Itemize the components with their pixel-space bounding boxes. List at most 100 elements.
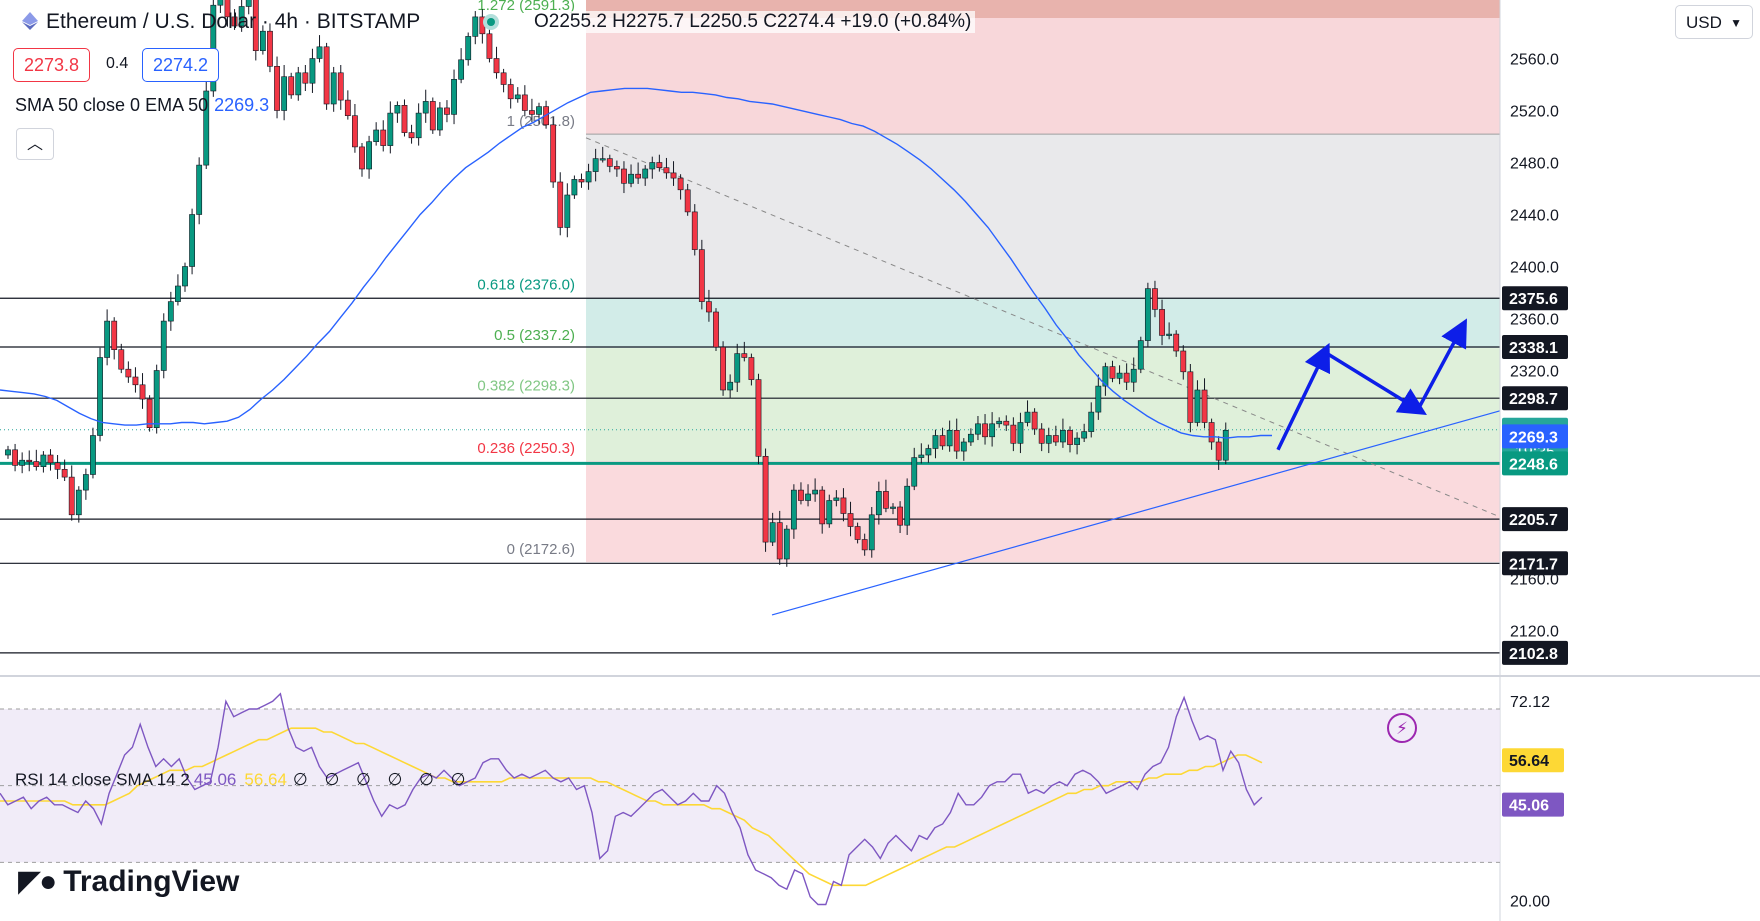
candle-body [967,433,974,443]
candle-body [444,107,450,115]
candle-body [231,16,238,27]
dashed-trendline [585,137,1499,517]
candle-body [1081,431,1088,439]
candle-body [592,158,599,172]
candle-body [118,349,125,370]
candle-body [727,381,734,391]
candle-body [139,384,146,400]
price-tag-label: 2375.6 [1509,291,1558,308]
currency-select[interactable]: USD ▼ [1675,5,1753,39]
candle-body [267,30,273,67]
candle-body [245,0,252,7]
candle-body [68,476,75,516]
candle-body [564,194,571,228]
candle-body [989,423,996,438]
candle-body [288,76,295,96]
candle-body [691,211,698,250]
candle-body [90,435,96,475]
candle-body [911,457,918,487]
candle-body [323,46,330,105]
candle-body [521,94,528,111]
candle-body [309,58,316,84]
candle-body [635,173,642,179]
candle-body [1045,435,1052,444]
candle-body [847,513,854,527]
candle-body [1137,340,1144,370]
candle-body [500,72,507,85]
rsi-label: RSI 14 close SMA 14 2 [15,770,190,789]
chevron-down-icon: ▼ [1730,16,1742,30]
candle-body [875,491,882,516]
projection-arrow [1416,318,1467,411]
candle-body [125,368,132,378]
candle-body [514,94,521,100]
ask-price-button[interactable]: 2274.2 [142,48,220,82]
candle-body [769,522,776,543]
rsi-sma-line [0,727,1263,887]
candle-body [1166,333,1173,336]
indicator-label: SMA 50 close 0 EMA 50 [15,95,209,115]
candle-body [451,79,457,115]
candle-body [578,179,585,183]
candle-body [401,105,408,133]
candle-body [316,46,323,59]
candle-body [1144,288,1151,341]
indicator-value: 2269.3 [214,95,270,115]
candle-body [868,514,875,551]
rsi-tick-label: 20.00 [1510,894,1550,911]
candle-body [663,167,670,174]
candle-body [75,489,82,516]
candle-body [1109,366,1116,379]
tradingview-logo[interactable]: ◤● TradingView [18,864,239,899]
candle-body [5,449,11,456]
rsi-tag [1502,748,1564,773]
symbol-title[interactable]: Ethereum / U.S. Dollar · 4h · BITSTAMP [22,10,420,34]
candle-body [429,101,436,131]
candle-body [932,435,939,449]
price-tag-label: 2338.1 [1509,340,1558,357]
candle-body [1123,372,1130,383]
collapse-legend-button[interactable]: ︿ [16,128,54,160]
candle-body [840,497,847,514]
price-tag [1502,451,1568,476]
candle-body [762,455,769,543]
candle-body [536,106,542,115]
candle-body [436,107,443,131]
rsi-tag-label: 56.64 [1509,753,1549,770]
candle-body [330,72,337,105]
candle-body [1130,368,1137,383]
candle-body [904,485,911,526]
brand-label: TradingView [63,865,240,898]
y-tick-label: 2160.0 [1510,572,1559,589]
candle-body [458,59,465,80]
candle-body [281,76,288,111]
candle-body [224,0,231,18]
price-tag-label: 2171.7 [1509,556,1558,573]
bid-price-button[interactable]: 2273.8 [13,48,91,82]
live-dot-icon [483,14,499,30]
fib-label: 0.5 (2337.2) [494,327,575,344]
candle-body [1152,288,1158,310]
rsi-placeholders: ∅ ∅ ∅ ∅ ∅ ∅ [292,770,472,789]
lightning-icon[interactable]: ⚡ [1387,713,1417,743]
candle-body [946,429,953,447]
price-tag [1502,424,1568,449]
rsi-legend[interactable]: RSI 14 close SMA 14 2 45.06 56.64 ∅ ∅ ∅ ∅ ∅… [15,770,471,790]
candle-body [472,16,479,37]
rsi-tag [1502,792,1564,817]
candle-body [812,489,819,495]
y-tick-label: 2480.0 [1510,156,1559,173]
candle-body [1031,411,1038,430]
indicator-legend[interactable]: SMA 50 close 0 EMA 50 2269.3 [15,95,269,116]
candle-body [741,353,748,358]
candle-body [1102,366,1109,387]
candle-body [798,489,804,501]
candle-body [26,459,33,463]
candle-body [706,301,712,313]
candle-body [1201,389,1208,423]
candle-body [175,285,181,302]
y-tick-label: 2400.0 [1510,260,1559,277]
candle-body [953,429,960,452]
candle-body [720,346,726,391]
